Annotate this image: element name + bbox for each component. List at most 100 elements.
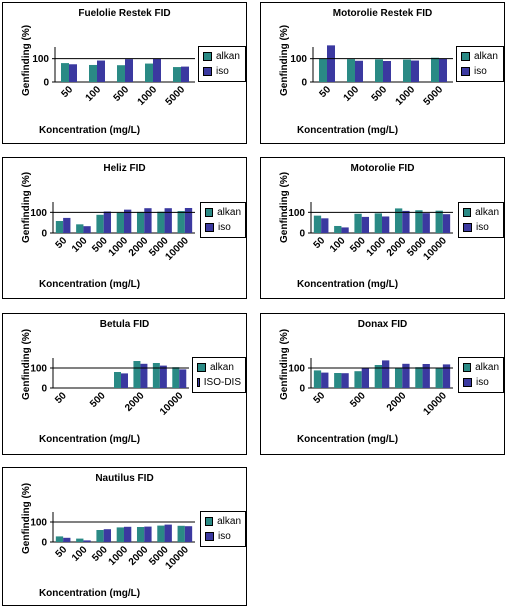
chart-title: Betula FID [99,319,150,330]
x-axis-label: Koncentration (mg/L) [38,279,141,290]
bar-iso [125,59,133,82]
bar-alkan [313,370,322,388]
chart-plot: 0 100 50 100 500 1000 5000 [290,45,453,108]
x-tick-label: 10000 [164,544,192,572]
legend-label: alkan [216,51,240,62]
bar-iso [184,526,193,542]
bar-iso [164,524,172,542]
y-tick-label: 100 [30,208,47,219]
x-tick-label: 10000 [422,235,450,263]
y-tick-label: 100 [30,364,47,375]
bar-iso [83,540,91,542]
x-tick-label: 5000 [164,84,188,108]
bar-iso [144,208,152,233]
x-tick-label: 10000 [164,235,192,263]
legend-label: alkan [210,362,234,373]
legend-swatch [205,223,214,232]
legend: alkan iso [458,202,504,238]
legend-item: iso [463,375,499,390]
chart-panel: Betula FID 0 100 50 500 2000 10000 Genfinding… [2,313,247,455]
bar-iso [442,214,451,233]
bar-ISO-DIS [179,369,187,388]
chart-panel: Nautilus FID 0 100 50 100 500 1000 2000 5000 100… [2,467,247,606]
bar-iso [382,216,390,233]
legend: alkan iso [198,46,246,82]
x-tick-label: 50 [317,84,333,100]
legend-item: ISO-DIS [197,375,241,390]
bar-alkan [172,367,180,388]
x-axis-label: Koncentration (mg/L) [38,125,141,136]
bar-alkan [347,59,355,82]
x-tick-label: 50 [54,235,70,251]
x-axis-label: Koncentration (mg/L) [296,434,399,445]
legend-swatch [205,208,214,217]
bar-iso [321,218,329,233]
bar-iso [422,364,430,388]
legend-swatch [197,378,200,387]
chart-title: Fuelolie Restek FID [78,8,171,19]
bar-alkan [157,525,165,542]
x-tick-label: 50 [312,390,328,406]
bar-alkan [354,213,362,233]
legend: alkan iso [456,46,504,82]
x-tick-label: 2000 [127,544,151,568]
legend-label: iso [476,222,489,233]
legend-item: alkan [203,49,241,64]
bar-alkan [173,67,181,82]
bar-iso [361,368,370,388]
legend-swatch [463,223,472,232]
x-tick-label: 10000 [158,390,186,418]
y-tick-label: 0 [299,229,305,240]
chart-title: Heliz FID [103,163,146,174]
bar-alkan [61,63,69,82]
bar-ISO-DIS [159,365,167,388]
legend-label: iso [476,377,489,388]
y-tick-label: 0 [41,384,47,395]
bar-alkan [177,211,185,233]
x-tick-label: 500 [88,390,108,410]
bar-alkan [374,365,382,388]
bar-iso [355,60,363,82]
legend-item: iso [205,220,241,235]
bar-iso [124,526,132,542]
bar-alkan [136,527,145,542]
y-tick-label: 0 [41,229,47,240]
bar-alkan [117,65,125,82]
bar-alkan [157,211,165,233]
x-tick-label: 2000 [385,235,409,259]
x-axis-label: Koncentration (mg/L) [38,588,141,599]
legend-item: iso [203,64,241,79]
bar-alkan [55,221,64,233]
x-axis-label: Koncentration (mg/L) [296,279,399,290]
legend-swatch [205,517,214,526]
chart-plot: 0 100 50 500 2000 10000 [288,358,453,418]
bar-iso [361,216,370,233]
legend-item: alkan [205,205,241,220]
legend: alkan ISO-DIS [192,357,246,393]
bar-iso [103,529,112,542]
bar-iso [321,372,329,388]
bar-alkan [152,363,160,388]
x-tick-label: 100 [342,84,362,104]
legend-label: iso [218,531,231,542]
bar-iso [124,209,132,233]
chart-title: Motorolie Restek FID [332,8,433,19]
bar-alkan [334,225,342,233]
y-tick-label: 100 [288,364,305,375]
x-tick-label: 100 [84,84,104,104]
bar-iso [184,207,193,233]
legend: alkan iso [200,202,246,238]
x-tick-label: 500 [348,390,368,410]
bar-alkan [116,527,124,542]
bar-iso [341,373,349,388]
legend-label: alkan [475,207,499,218]
bar-alkan [435,210,443,233]
bar-iso [83,226,91,233]
bar-alkan [313,215,322,233]
bar-alkan [177,525,185,542]
x-tick-label: 1000 [107,544,131,568]
bar-alkan [403,59,411,82]
bar-alkan [374,213,382,233]
bar-alkan [55,536,64,542]
